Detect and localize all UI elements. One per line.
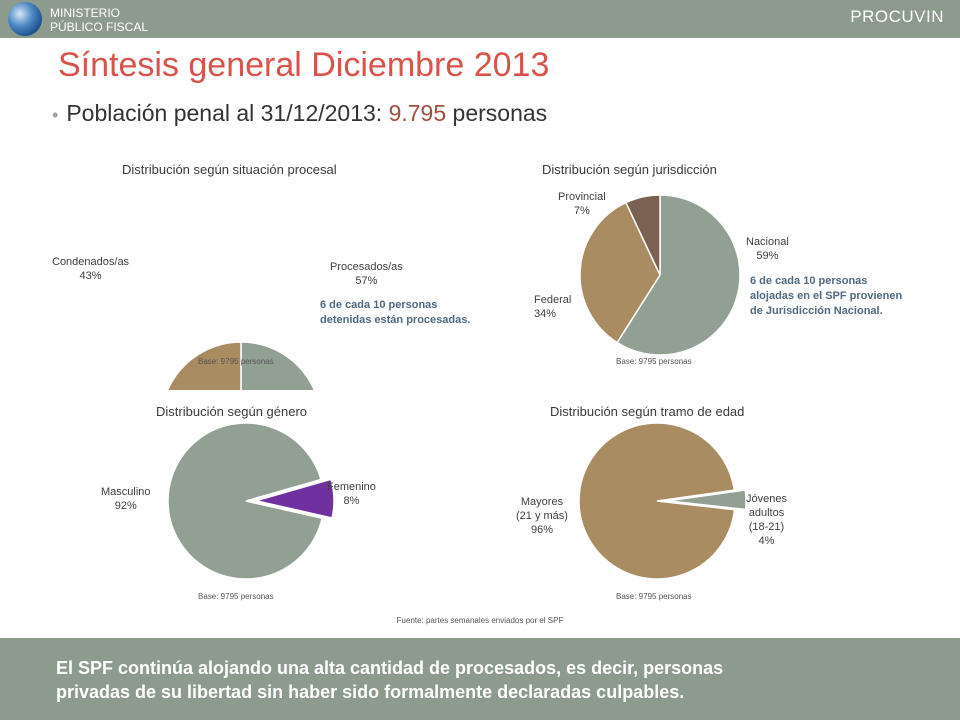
slice-pct: 4% xyxy=(758,535,775,547)
subtitle-suffix: personas xyxy=(446,100,548,126)
chart-situacion-procesal: Distribución según situación procesal Pr… xyxy=(0,150,480,390)
footer-line: privadas de su libertad sin haber sido f… xyxy=(56,682,685,702)
slice-label-provincial: Provincial 7% xyxy=(558,190,606,218)
footer-line: El SPF continúa alojando una alta cantid… xyxy=(56,658,724,678)
population-value: 9.795 xyxy=(388,100,447,126)
pie-slice-1 xyxy=(579,201,661,344)
page-title: Síntesis general Diciembre 2013 xyxy=(58,46,550,84)
slice-name: Federal xyxy=(534,294,572,306)
slice-label-procesados: Procesados/as 57% xyxy=(330,260,403,288)
brand-label: PROCUVIN xyxy=(850,7,944,26)
chart-jurisdiccion: Distribución según jurisdicción Provinci… xyxy=(480,150,960,390)
note-line: detenidas están procesadas. xyxy=(320,314,471,326)
pie-svg xyxy=(578,422,747,580)
slice-pct: 59% xyxy=(756,250,779,262)
slice-pct: 57% xyxy=(355,275,378,287)
slice-label-jovenes: Jóvenes adultos (18-21) 4% xyxy=(746,492,787,548)
slice-pct: 96% xyxy=(530,524,553,536)
footer-bar: El SPF continúa alojando una alta cantid… xyxy=(0,638,960,720)
slice-label-femenino: Femenino 8% xyxy=(327,480,376,508)
slice-name-line: Jóvenes xyxy=(746,493,787,505)
slice-name-line: (18-21) xyxy=(748,521,785,533)
pie-slice-0 xyxy=(667,489,747,511)
slice-pct: 8% xyxy=(343,495,360,507)
footer-text: El SPF continúa alojando una alta cantid… xyxy=(56,656,916,704)
pie-svg xyxy=(166,341,316,390)
chart-tramo-edad: Distribución según tramo de edad Jóvenes… xyxy=(480,395,960,635)
logo-line-1: MINISTERIO xyxy=(50,6,121,20)
slice-label-condenados: Condenados/as 43% xyxy=(52,255,129,283)
slice-name: Provincial xyxy=(558,191,606,203)
pie-svg xyxy=(167,422,335,580)
chart-note: 6 de cada 10 personas alojadas en el SPF… xyxy=(750,274,902,319)
subtitle-prefix: Población penal al 31/12/2013: xyxy=(66,100,389,126)
pie-slice-1 xyxy=(578,422,736,580)
slice-label-nacional: Nacional 59% xyxy=(746,235,789,263)
pie-slice-0 xyxy=(616,194,741,356)
pie-slice-1 xyxy=(167,422,323,580)
slice-name-line: adultos xyxy=(748,507,785,519)
source-note: Fuente: partes semanales enviados por el… xyxy=(396,616,564,625)
slice-name-line: (21 y más) xyxy=(516,510,568,522)
slice-name: Femenino xyxy=(327,481,376,493)
slice-label-federal: Federal 34% xyxy=(534,293,571,321)
slice-label-mayores: Mayores (21 y más) 96% xyxy=(516,495,568,537)
chart-base: Base: 9795 personas xyxy=(616,357,692,366)
chart-base: Base: 9795 personas xyxy=(198,357,274,366)
pie-slice-0 xyxy=(240,341,316,390)
chart-note: 6 de cada 10 personas detenidas están pr… xyxy=(320,298,470,328)
pie-slice-2 xyxy=(624,194,661,276)
slice-label-masculino: Masculino 92% xyxy=(101,485,151,513)
bullet-icon: • xyxy=(52,105,59,125)
logo-line-2: PÚBLICO FISCAL xyxy=(50,20,149,34)
chart-title: Distribución según jurisdicción xyxy=(542,162,717,177)
header-bar: MINISTERIO PÚBLICO FISCAL PROCUVIN xyxy=(0,0,960,38)
slice-name: Nacional xyxy=(746,236,789,248)
chart-genero: Distribución según género Femenino 8% Ma… xyxy=(0,395,480,635)
slice-name-line: Mayores xyxy=(520,496,564,508)
note-line: 6 de cada 10 personas xyxy=(320,299,438,311)
slice-name: Masculino xyxy=(101,486,151,498)
note-line: 6 de cada 10 personas xyxy=(750,275,868,287)
slice-pct: 7% xyxy=(573,205,590,217)
chart-title: Distribución según situación procesal xyxy=(122,162,337,177)
slice-pct: 43% xyxy=(79,270,102,282)
chart-base: Base: 9795 personas xyxy=(198,592,274,601)
pie-svg xyxy=(579,194,741,356)
slice-pct: 34% xyxy=(534,308,557,320)
slice-pct: 92% xyxy=(114,500,137,512)
pie-slice-0 xyxy=(255,478,335,519)
subtitle: • Población penal al 31/12/2013: 9.795 pe… xyxy=(52,100,547,127)
note-line: de Jurisdicción Nacional. xyxy=(750,305,883,317)
slice-name: Condenados/as xyxy=(52,256,130,268)
pie-slice-1 xyxy=(166,341,242,390)
chart-base: Base: 9795 personas xyxy=(616,592,692,601)
note-line: alojadas en el SPF provienen xyxy=(750,290,903,302)
chart-title: Distribución según tramo de edad xyxy=(550,404,745,419)
logo-text: MINISTERIO PÚBLICO FISCAL xyxy=(50,6,148,34)
slice-name: Procesados/as xyxy=(330,261,403,273)
ministerio-logo-icon xyxy=(8,2,42,36)
chart-title: Distribución según género xyxy=(156,404,308,419)
